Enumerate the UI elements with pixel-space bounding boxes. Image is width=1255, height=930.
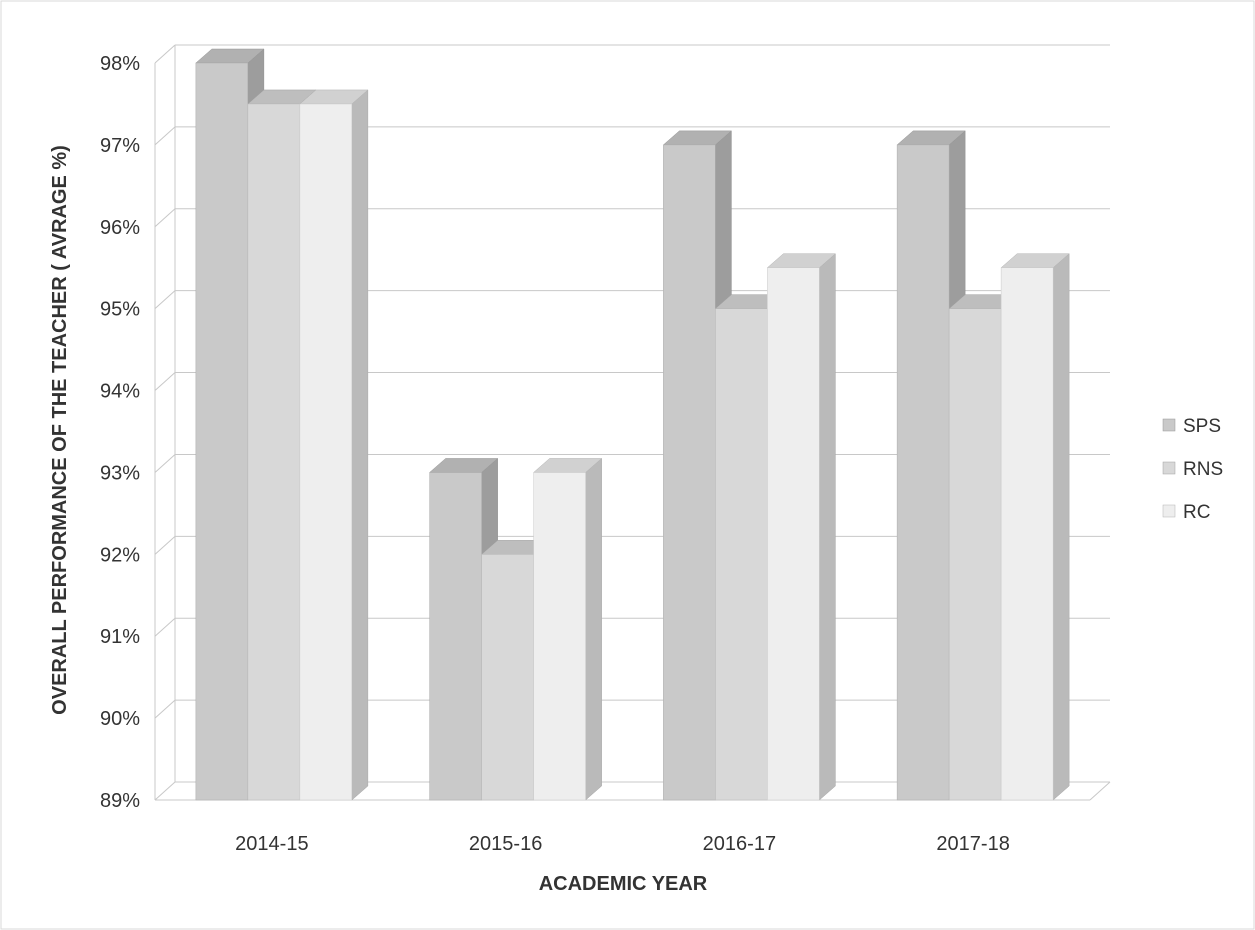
y-axis-title: OVERALL PERFORMANCE OF THE TEACHER ( AVR…	[49, 145, 71, 715]
gridline-depth	[154, 290, 176, 310]
legend-label: RNS	[1183, 459, 1223, 480]
legend-item-sps: SPS	[1162, 416, 1221, 437]
y-tick-label: 91%	[100, 626, 140, 648]
bar-side	[1052, 253, 1070, 801]
bars	[195, 48, 1070, 801]
bar-front	[299, 103, 353, 801]
x-axis-ticks: 2014-15 2015-16 2016-17 2017-18	[235, 833, 1010, 855]
gridline-depth	[154, 781, 176, 801]
legend: SPS RNS RC	[1162, 416, 1223, 523]
bar-rc-2014-15	[299, 89, 369, 801]
legend-label: SPS	[1183, 416, 1221, 437]
y-tick-label: 93%	[100, 462, 140, 484]
y-tick-label: 94%	[100, 381, 140, 403]
y-tick-label: 95%	[100, 299, 140, 321]
bar-front	[948, 308, 1002, 801]
bar-front	[481, 554, 534, 801]
bar-side	[819, 253, 836, 801]
bar-rc-2016-17	[766, 253, 837, 801]
gridline-depth	[154, 372, 176, 391]
legend-item-rns: RNS	[1162, 459, 1223, 480]
y-tick-label: 98%	[100, 53, 140, 75]
x-tick-label: 2016-17	[703, 833, 776, 855]
bar-side	[585, 457, 602, 801]
bar-front	[533, 472, 586, 801]
bar-front	[1000, 267, 1054, 801]
gridline-depth	[154, 208, 176, 228]
gridline-depth	[154, 454, 176, 473]
bar-front	[767, 267, 820, 801]
y-tick-label: 89%	[100, 790, 140, 812]
gridline-depth	[154, 617, 176, 637]
y-axis-ticks: 89% 90% 91% 92% 93% 94% 95% 96% 97% 98%	[100, 53, 140, 812]
gridline-depth	[154, 699, 176, 719]
y-tick-label: 96%	[100, 217, 140, 239]
bar-rc-2017-18	[1000, 253, 1070, 801]
bar-front	[247, 103, 301, 801]
gridline-depth	[154, 44, 176, 64]
bar-rc-2015-16	[532, 457, 603, 801]
y-tick-label: 97%	[100, 135, 140, 157]
x-tick-label: 2017-18	[936, 833, 1009, 855]
x-tick-label: 2014-15	[235, 833, 308, 855]
bar-side	[351, 89, 369, 801]
legend-label: RC	[1183, 502, 1210, 523]
bar-front	[663, 144, 716, 801]
x-axis-title: ACADEMIC YEAR	[539, 873, 708, 895]
legend-item-rc: RC	[1162, 502, 1210, 523]
bar-front	[896, 144, 950, 801]
gridline-depth	[154, 126, 176, 146]
bar-front	[429, 472, 482, 801]
bar-front	[195, 62, 249, 801]
y-tick-label: 90%	[100, 708, 140, 730]
gridline-depth	[154, 535, 176, 555]
x-tick-label: 2015-16	[469, 833, 542, 855]
legend-swatch	[1162, 418, 1176, 432]
legend-swatch	[1162, 461, 1176, 475]
y-tick-label: 92%	[100, 544, 140, 566]
legend-swatch	[1162, 504, 1176, 518]
bar-front	[715, 308, 768, 801]
